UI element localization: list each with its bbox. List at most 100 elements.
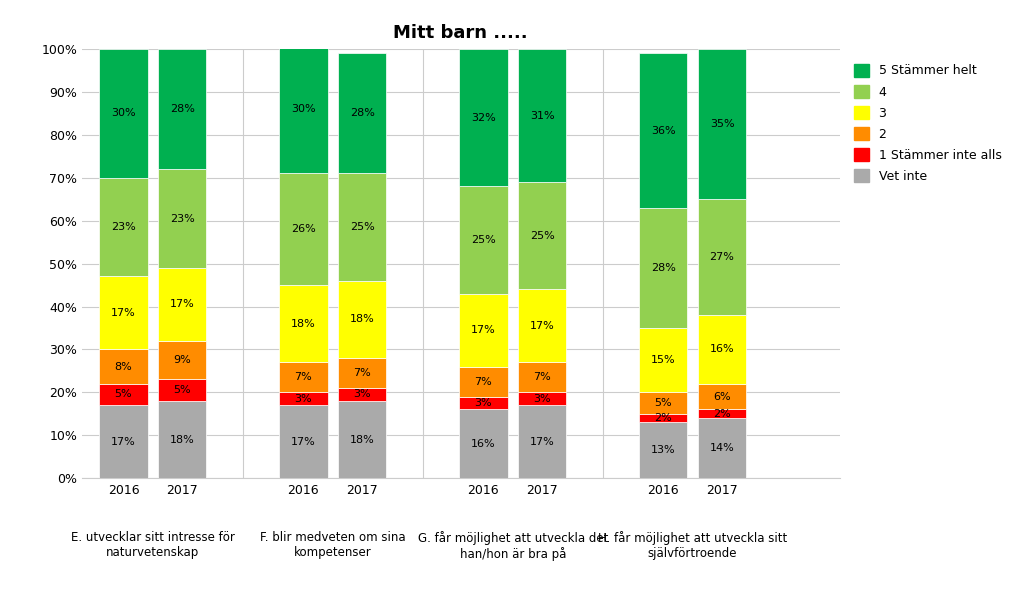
Bar [518, 362, 566, 392]
Bar [639, 208, 687, 328]
Text: 28%: 28% [170, 104, 195, 114]
Bar [459, 186, 508, 294]
Bar [280, 362, 328, 392]
Bar [518, 49, 566, 182]
Title: Mitt barn .....: Mitt barn ..... [393, 24, 528, 42]
Bar [158, 169, 207, 268]
Text: 32%: 32% [471, 113, 496, 123]
Bar [338, 53, 386, 173]
Text: 13%: 13% [651, 445, 676, 455]
Text: 17%: 17% [291, 436, 315, 447]
Text: 2%: 2% [713, 409, 731, 419]
Bar [99, 405, 147, 478]
Bar [518, 405, 566, 478]
Bar [697, 418, 746, 478]
Text: F. blir medveten om sina
kompetenser: F. blir medveten om sina kompetenser [260, 531, 406, 559]
Bar [639, 392, 687, 414]
Text: 31%: 31% [529, 110, 554, 121]
Bar [158, 268, 207, 341]
Text: 17%: 17% [111, 436, 136, 447]
Bar [697, 409, 746, 418]
Text: 7%: 7% [534, 372, 551, 383]
Bar [280, 392, 328, 405]
Bar [639, 328, 687, 392]
Bar [280, 173, 328, 285]
Text: 3%: 3% [474, 398, 493, 408]
Text: 6%: 6% [714, 392, 731, 402]
Text: 7%: 7% [295, 372, 312, 383]
Text: 9%: 9% [173, 355, 191, 365]
Text: 17%: 17% [111, 308, 136, 318]
Bar [459, 397, 508, 409]
Text: 2%: 2% [654, 413, 672, 423]
Bar [459, 409, 508, 478]
Text: H. får möjlighet att utveckla sitt
självförtroende: H. får möjlighet att utveckla sitt själv… [598, 531, 787, 560]
Bar [459, 294, 508, 367]
Text: 17%: 17% [529, 436, 554, 447]
Text: 25%: 25% [350, 222, 375, 232]
Text: 18%: 18% [350, 435, 375, 444]
Bar [639, 53, 687, 208]
Bar [99, 349, 147, 384]
Bar [99, 49, 147, 178]
Text: 26%: 26% [291, 224, 315, 234]
Text: 25%: 25% [529, 230, 554, 241]
Bar [338, 388, 386, 401]
Bar [158, 341, 207, 379]
Bar [697, 384, 746, 409]
Text: 23%: 23% [170, 213, 195, 224]
Text: 18%: 18% [291, 319, 315, 329]
Text: 15%: 15% [651, 355, 676, 365]
Text: 8%: 8% [115, 362, 132, 371]
Bar [280, 405, 328, 478]
Bar [338, 281, 386, 358]
Legend: 5 Stämmer helt, 4, 3, 2, 1 Stämmer inte alls, Vet inte: 5 Stämmer helt, 4, 3, 2, 1 Stämmer inte … [854, 64, 1001, 183]
Text: 16%: 16% [710, 345, 734, 354]
Text: 28%: 28% [350, 109, 375, 118]
Text: 23%: 23% [111, 222, 136, 232]
Bar [459, 367, 508, 397]
Text: 7%: 7% [474, 376, 493, 387]
Bar [99, 178, 147, 276]
Bar [518, 182, 566, 289]
Text: 5%: 5% [115, 389, 132, 400]
Text: 30%: 30% [112, 109, 136, 118]
Bar [158, 49, 207, 169]
Text: 27%: 27% [710, 252, 734, 262]
Text: 3%: 3% [353, 389, 371, 400]
Text: E. utvecklar sitt intresse för
naturvetenskap: E. utvecklar sitt intresse för naturvete… [71, 531, 234, 559]
Bar [280, 45, 328, 173]
Text: 18%: 18% [350, 314, 375, 324]
Text: 17%: 17% [471, 325, 496, 335]
Text: 5%: 5% [654, 398, 672, 408]
Text: 35%: 35% [710, 119, 734, 129]
Bar [338, 401, 386, 478]
Bar [99, 384, 147, 405]
Text: 7%: 7% [353, 368, 371, 378]
Bar [697, 315, 746, 384]
Bar [158, 379, 207, 401]
Text: 16%: 16% [471, 439, 496, 449]
Bar [99, 276, 147, 349]
Text: 3%: 3% [295, 394, 312, 404]
Text: 18%: 18% [170, 435, 195, 444]
Bar [639, 422, 687, 478]
Bar [697, 199, 746, 315]
Text: 3%: 3% [534, 394, 551, 404]
Text: 30%: 30% [291, 104, 315, 114]
Text: 28%: 28% [651, 263, 676, 273]
Bar [518, 289, 566, 362]
Text: 17%: 17% [170, 299, 195, 310]
Text: 5%: 5% [173, 385, 191, 395]
Bar [518, 392, 566, 405]
Text: 17%: 17% [529, 321, 554, 331]
Text: 36%: 36% [651, 126, 676, 135]
Text: 14%: 14% [710, 443, 734, 453]
Text: G. får möjlighet att utveckla det
han/hon är bra på: G. får möjlighet att utveckla det han/ho… [418, 531, 608, 561]
Bar [158, 401, 207, 478]
Bar [280, 285, 328, 362]
Bar [459, 49, 508, 186]
Bar [639, 414, 687, 422]
Bar [697, 49, 746, 199]
Bar [338, 173, 386, 281]
